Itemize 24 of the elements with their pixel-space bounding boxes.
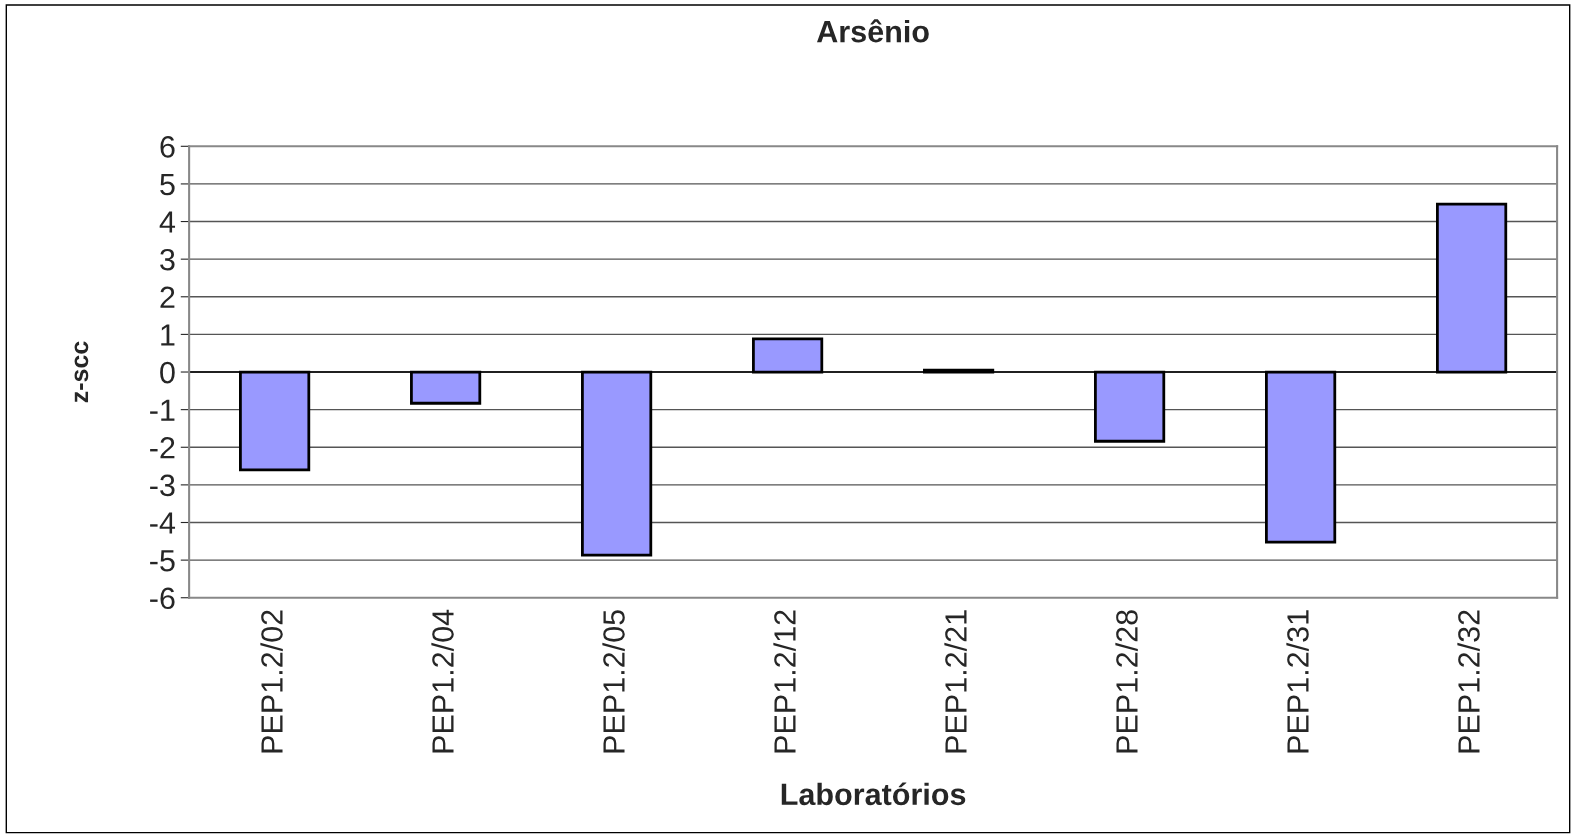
x-axis-title: Laboratórios (781, 782, 966, 806)
y-tick-label: -5 (150, 550, 175, 572)
y-tick-label: 5 (160, 173, 175, 196)
x-tick-label: PEP1.2/21 (944, 610, 967, 753)
x-tick-label: PEP1.2/31 (1286, 610, 1309, 753)
x-tick-label: PEP1.2/04 (431, 609, 454, 753)
y-tick-label: -4 (150, 512, 176, 534)
y-tick-label: 6 (160, 136, 175, 158)
x-tick-label: PEP1.2/12 (773, 610, 796, 753)
y-tick-label: -2 (150, 437, 175, 459)
y-tick-label: 3 (160, 248, 175, 271)
y-tick-label: 1 (161, 324, 175, 346)
y-axis-title: z-scc (74, 341, 89, 403)
x-tick-label: PEP1.2/32 (1457, 610, 1480, 753)
y-tick-label: -1 (150, 399, 175, 421)
y-tick-label: 0 (160, 361, 175, 384)
y-tick-label: -3 (150, 474, 175, 497)
x-tick-label: PEP1.2/05 (602, 610, 625, 753)
x-tick-label: PEP1.2/02 (260, 610, 283, 753)
y-tick-label: 4 (159, 211, 176, 233)
x-tick-label: PEP1.2/28 (1115, 610, 1138, 753)
chart-title: Arsênio (816, 19, 929, 43)
y-tick-label: 2 (160, 286, 175, 308)
y-tick-label: -6 (150, 587, 175, 610)
